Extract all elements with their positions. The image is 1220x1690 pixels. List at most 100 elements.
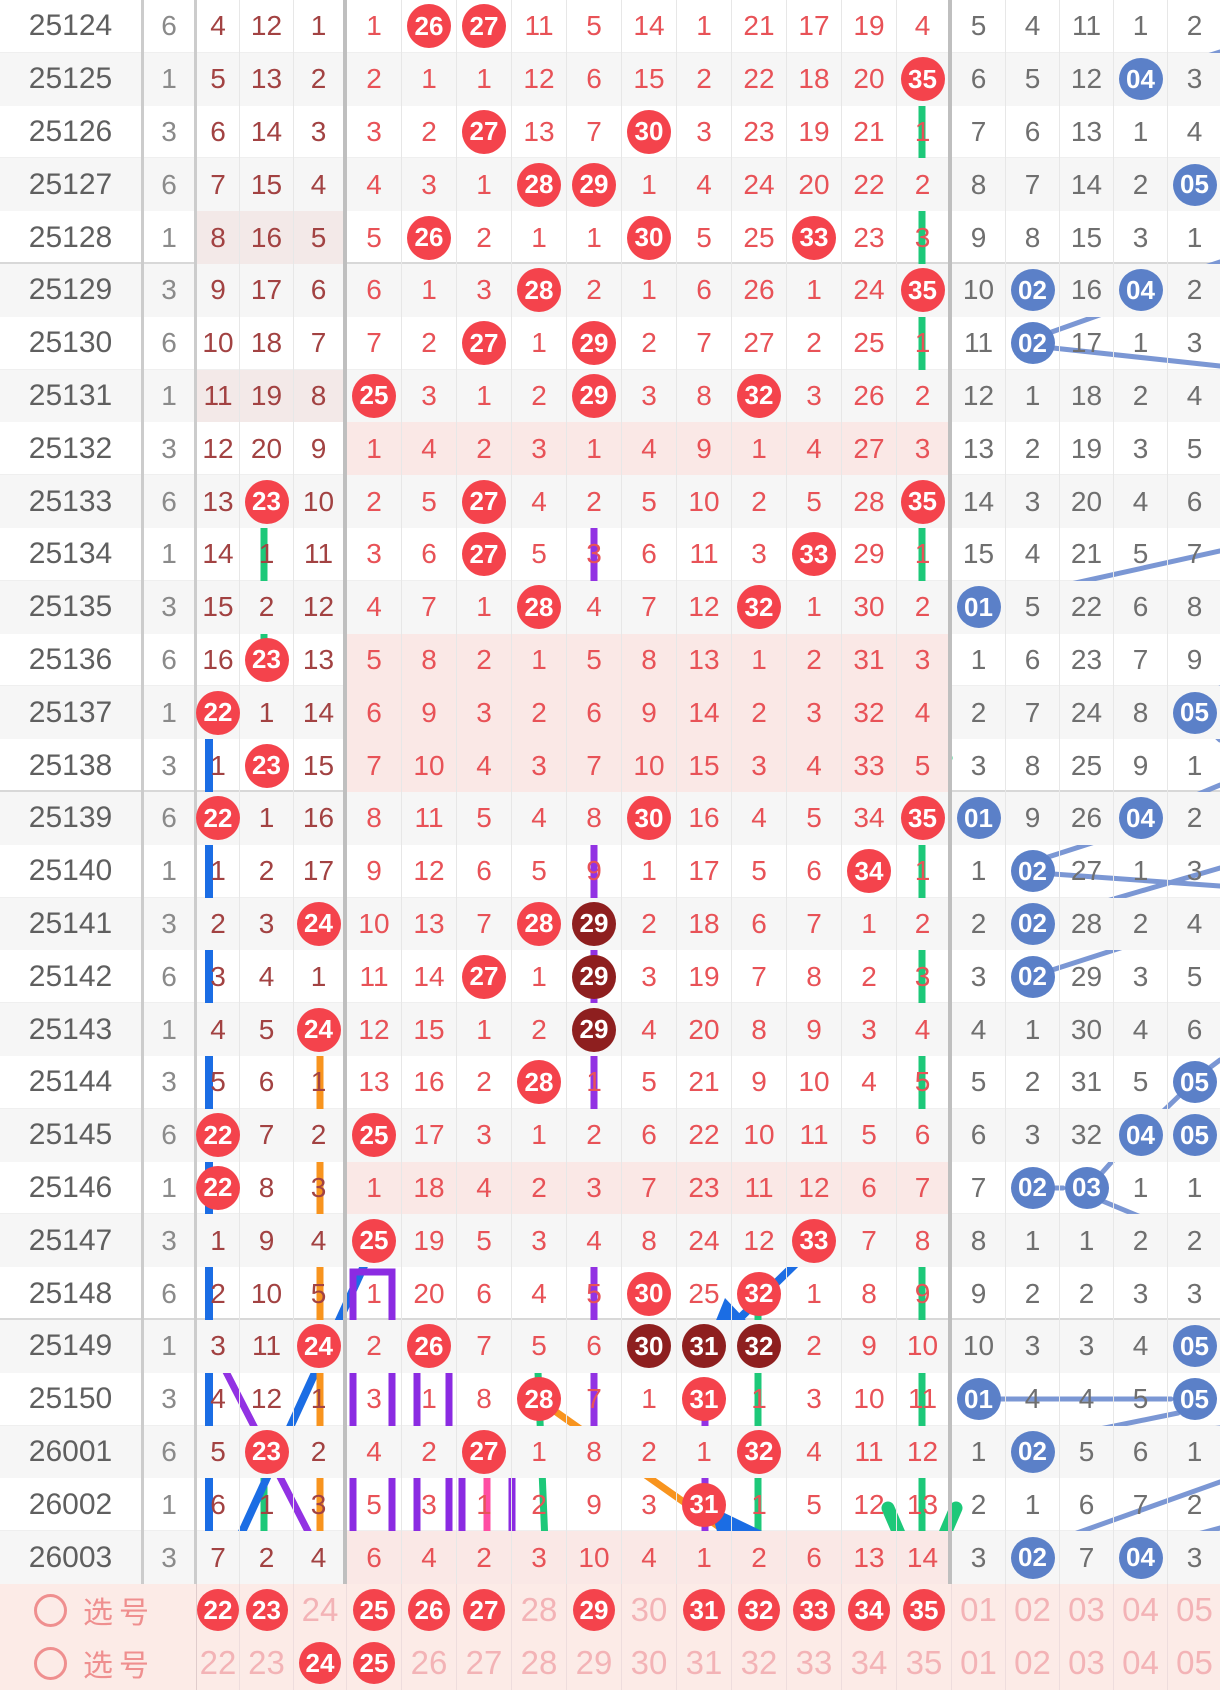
select-row-radio[interactable]	[34, 1593, 67, 1627]
drawn-ball-31[interactable]: 31	[683, 1589, 725, 1632]
drawn-ball-25[interactable]: 25	[353, 1642, 395, 1685]
select-number-24[interactable]: 24	[294, 1583, 347, 1637]
select-number-22[interactable]: 22	[197, 1583, 240, 1637]
select-number-30[interactable]: 30	[622, 1636, 677, 1690]
period-label: 25134	[0, 527, 144, 581]
cell-front-22: 5	[197, 1425, 240, 1479]
select-number-31[interactable]: 31	[677, 1583, 732, 1637]
row-25147: 25147 3 1 9 4 25 19 5 3 4 8 24 12 33 7 8 8 1 1 2 2	[0, 1214, 1220, 1268]
drawn-ball-27[interactable]: 27	[463, 1589, 505, 1632]
cell-back-05: 5	[1168, 950, 1220, 1003]
select-number-34[interactable]: 34	[842, 1583, 897, 1637]
cell-back-04: 04	[1114, 791, 1168, 845]
select-number-23[interactable]: 23	[240, 1636, 294, 1690]
cell-back-05: 05	[1168, 158, 1220, 212]
select-number-35[interactable]: 35	[897, 1636, 952, 1690]
cell-front-35: 35	[897, 52, 952, 106]
drawn-ball-23[interactable]: 23	[245, 1589, 288, 1632]
select-number-25[interactable]: 25	[347, 1583, 402, 1637]
period-label: 25130	[0, 316, 144, 370]
cell-front-32: 32	[732, 1425, 787, 1479]
cell-front-22: 22	[196, 686, 240, 740]
select-number-01[interactable]: 01	[952, 1636, 1006, 1690]
cell-front-24: 4	[294, 158, 347, 212]
drawn-ball-22[interactable]: 22	[197, 1589, 239, 1632]
cell-front-33: 3	[787, 369, 842, 423]
select-number-25[interactable]: 25	[347, 1636, 402, 1690]
drawn-ball-23: 23	[244, 479, 289, 524]
select-number-27[interactable]: 27	[457, 1636, 512, 1690]
cell-front-25: 6	[347, 263, 402, 317]
cell-back-02: 5	[1006, 580, 1060, 634]
cell-back-05: 4	[1168, 106, 1220, 159]
back-ball-05: 05	[1172, 1325, 1217, 1368]
cell-front-23: 5	[240, 1003, 294, 1056]
select-number-32[interactable]: 32	[732, 1636, 787, 1690]
select-number-02[interactable]: 02	[1006, 1583, 1060, 1637]
weekday-label: 3	[144, 580, 197, 634]
drawn-ball-35[interactable]: 35	[903, 1589, 945, 1632]
cell-front-29: 5	[567, 1267, 622, 1320]
cell-front-23: 2	[240, 580, 294, 634]
cell-front-32: 3	[732, 739, 787, 792]
drawn-ball-34[interactable]: 34	[848, 1589, 890, 1632]
cell-back-01: 3	[952, 739, 1006, 792]
select-number-35[interactable]: 35	[897, 1583, 952, 1637]
cell-front-34: 32	[842, 686, 897, 740]
select-number-33[interactable]: 33	[787, 1583, 842, 1637]
cell-front-27: 2	[457, 633, 512, 687]
cell-front-32: 3	[732, 527, 787, 581]
drawn-ball-29[interactable]: 29	[573, 1589, 615, 1632]
back-ball-05: 05	[1172, 1061, 1217, 1104]
select-number-04[interactable]: 04	[1114, 1636, 1168, 1690]
select-number-29[interactable]: 29	[567, 1583, 622, 1637]
select-number-27[interactable]: 27	[457, 1583, 512, 1637]
weekday-label: 1	[144, 1478, 197, 1532]
cell-front-35: 14	[897, 1531, 952, 1584]
cell-front-26: 8	[402, 633, 457, 687]
cell-front-24: 9	[294, 422, 347, 476]
period-label: 25150	[0, 1372, 144, 1426]
select-number-24[interactable]: 24	[294, 1636, 347, 1690]
cell-back-03: 4	[1060, 1372, 1114, 1426]
select-number-01[interactable]: 01	[952, 1583, 1006, 1637]
cell-front-34: 27	[842, 422, 897, 476]
select-number-26[interactable]: 26	[402, 1636, 457, 1690]
drawn-ball-24[interactable]: 24	[299, 1642, 341, 1685]
select-row-radio[interactable]	[34, 1646, 67, 1680]
cell-front-28: 3	[512, 1214, 567, 1268]
select-number-05[interactable]: 05	[1168, 1636, 1220, 1690]
period-label: 25124	[0, 0, 144, 53]
cell-front-30: 8	[622, 633, 677, 687]
select-number-23[interactable]: 23	[240, 1583, 294, 1637]
drawn-ball-32[interactable]: 32	[738, 1589, 780, 1632]
select-number-04[interactable]: 04	[1114, 1583, 1168, 1637]
cell-back-04: 04	[1114, 52, 1168, 106]
cell-front-34: 34	[842, 844, 897, 898]
select-number-30[interactable]: 30	[622, 1583, 677, 1637]
select-number-33[interactable]: 33	[787, 1636, 842, 1690]
row-25144: 25144 3 5 6 1 13 16 2 28 1 5 21 9 10 4 5 5 2 31 5 05	[0, 1055, 1220, 1109]
select-number-31[interactable]: 31	[677, 1636, 732, 1690]
cell-front-33: 9	[787, 1003, 842, 1056]
select-number-03[interactable]: 03	[1060, 1636, 1114, 1690]
drawn-ball-33[interactable]: 33	[793, 1589, 835, 1632]
cell-back-05: 2	[1168, 791, 1220, 845]
select-number-03[interactable]: 03	[1060, 1583, 1114, 1637]
select-number-28[interactable]: 28	[512, 1636, 567, 1690]
drawn-ball-25[interactable]: 25	[353, 1589, 395, 1632]
select-number-22[interactable]: 22	[197, 1636, 240, 1690]
cell-front-23: 12	[240, 1372, 294, 1426]
drawn-ball-26[interactable]: 26	[408, 1589, 450, 1632]
cell-front-29: 5	[567, 633, 622, 687]
select-number-02[interactable]: 02	[1006, 1636, 1060, 1690]
select-number-32[interactable]: 32	[732, 1583, 787, 1637]
select-number-34[interactable]: 34	[842, 1636, 897, 1690]
cell-back-01: 3	[952, 1531, 1006, 1584]
cell-back-02: 4	[1006, 0, 1060, 53]
select-number-28[interactable]: 28	[512, 1583, 567, 1637]
select-number-05[interactable]: 05	[1168, 1583, 1220, 1637]
select-number-29[interactable]: 29	[567, 1636, 622, 1690]
back-ball-02: 02	[1010, 1536, 1055, 1579]
select-number-26[interactable]: 26	[402, 1583, 457, 1637]
